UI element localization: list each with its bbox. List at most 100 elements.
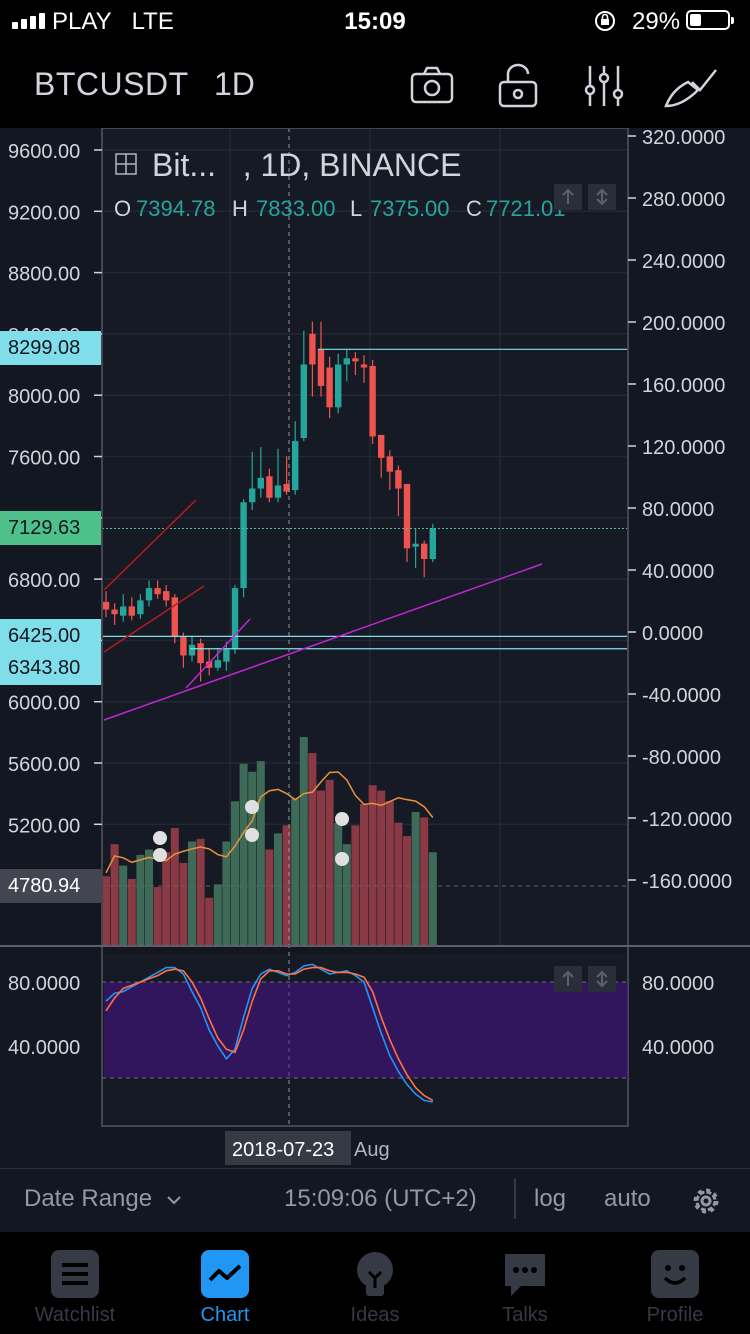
volume-bar <box>119 865 128 946</box>
legend-title: Bit... , 1D, BINANCE <box>152 147 461 183</box>
volume-bar <box>265 849 274 946</box>
volume-bar <box>188 841 196 946</box>
volume-bar <box>308 753 317 946</box>
candle <box>429 528 436 559</box>
candle <box>326 367 333 408</box>
candle <box>369 365 376 437</box>
left-axis-label: 6000.00 <box>8 693 80 715</box>
volume-bar <box>248 771 257 946</box>
chat-icon <box>505 1254 545 1296</box>
candle <box>335 364 342 408</box>
settings-gear-icon[interactable] <box>690 1185 722 1217</box>
right-axis-label: 80.0000 <box>642 499 714 521</box>
volume-bar <box>317 790 325 946</box>
candle <box>352 358 359 362</box>
candle <box>386 456 393 472</box>
close-label: C <box>466 196 482 221</box>
volume-bar <box>136 854 145 946</box>
rsi-pane-move-up-icon[interactable] <box>554 966 582 992</box>
auto-scale-toggle[interactable]: auto <box>604 1185 651 1212</box>
crosshair-date-label: 2018-07-23 <box>225 1131 351 1165</box>
rsi-d-line <box>105 966 434 1102</box>
symbol-button[interactable]: BTCUSDT <box>34 66 189 102</box>
pane-move-up-icon[interactable] <box>554 184 582 210</box>
volume-bar <box>385 801 394 946</box>
volume-bar <box>110 844 119 946</box>
signal-marker <box>245 828 259 842</box>
drawing-icon[interactable] <box>664 62 720 110</box>
chart-canvas[interactable]: 9600.009200.008800.008400.008000.007600.… <box>0 128 750 1168</box>
chart-legend: Bit... , 1D, BINANCE O 7394.78 H 7833.00… <box>114 147 566 221</box>
candle <box>378 434 385 458</box>
candle <box>309 333 316 365</box>
candle <box>403 483 411 549</box>
trend-line <box>185 618 251 689</box>
right-axis-label: 320.0000 <box>642 128 725 149</box>
chart-header: BTCUSDT 1D <box>0 40 750 128</box>
volume-bar <box>334 822 343 946</box>
bottom-tab-bar: Watchlist Chart Ideas Talks Profile <box>0 1232 750 1334</box>
log-scale-toggle[interactable]: log <box>534 1185 567 1212</box>
tab-chart[interactable]: Chart <box>150 1232 300 1334</box>
candle <box>395 470 402 489</box>
candle <box>292 441 299 491</box>
pane-move-down-icon[interactable] <box>588 184 616 210</box>
candle <box>300 364 307 438</box>
battery-icon <box>686 10 734 30</box>
candle <box>180 637 187 656</box>
right-axis-label: 240.0000 <box>642 251 725 273</box>
rotation-lock-icon <box>595 11 615 31</box>
tab-talks[interactable]: Talks <box>450 1232 600 1334</box>
chart-area[interactable]: 9600.009200.008800.008400.008000.007600.… <box>0 128 750 1168</box>
left-axis-label: 7600.00 <box>8 448 80 470</box>
volume-bar <box>291 798 300 946</box>
candle <box>360 364 368 368</box>
candle <box>137 600 144 615</box>
tab-ideas[interactable]: Ideas <box>300 1232 450 1334</box>
volume-bar <box>368 785 377 946</box>
channel-line <box>103 585 205 653</box>
time-axis-month: Aug <box>354 1139 390 1161</box>
right-axis-label: -160.0000 <box>642 871 732 893</box>
volume-bar <box>145 849 153 946</box>
candle <box>421 543 428 559</box>
indicators-icon[interactable] <box>580 62 628 110</box>
interval-button[interactable]: 1D <box>214 66 255 102</box>
open-label: O <box>114 196 131 221</box>
date-range-button[interactable]: Date Range <box>24 1185 183 1213</box>
candle <box>154 588 161 595</box>
volume-bar <box>222 841 231 946</box>
right-axis-label: -80.0000 <box>642 747 721 769</box>
candle <box>163 591 170 601</box>
timezone-clock[interactable]: 15:09:06 (UTC+2) <box>284 1185 477 1212</box>
legend-expand-icon[interactable] <box>115 153 137 175</box>
unlock-icon[interactable] <box>494 62 542 110</box>
high-value: 7833.00 <box>256 196 336 221</box>
chart-footer: Date Range 15:09:06 (UTC+2) log auto <box>0 1168 750 1233</box>
right-axis-label: 200.0000 <box>642 313 725 335</box>
volume-bar <box>377 790 386 946</box>
rsi-left-axis-label: 40.0000 <box>8 1037 80 1059</box>
candle <box>206 661 213 668</box>
volume-bar <box>403 836 411 946</box>
clock: 15:09 <box>344 8 406 35</box>
signal-marker <box>335 812 349 826</box>
volume-bar <box>239 763 248 946</box>
candle <box>188 644 196 656</box>
right-axis-label: 280.0000 <box>642 189 725 211</box>
candle <box>249 488 256 503</box>
left-axis-label: 5600.00 <box>8 754 80 776</box>
rsi-right-axis-label: 40.0000 <box>642 1037 714 1059</box>
rsi-pane-move-down-icon[interactable] <box>588 966 616 992</box>
support-price-label-1: 6425.00 <box>0 619 101 653</box>
volume-bar <box>394 822 403 946</box>
camera-icon[interactable] <box>408 62 456 110</box>
candle <box>257 477 264 489</box>
drawing-lines <box>102 128 628 1128</box>
left-axis-label: 5200.00 <box>8 815 80 837</box>
tab-watchlist[interactable]: Watchlist <box>0 1232 150 1334</box>
candle <box>145 588 153 601</box>
rsi-left-axis-label: 80.0000 <box>8 973 80 995</box>
tab-profile[interactable]: Profile <box>600 1232 750 1334</box>
rsi-right-axis-label: 80.0000 <box>642 973 714 995</box>
